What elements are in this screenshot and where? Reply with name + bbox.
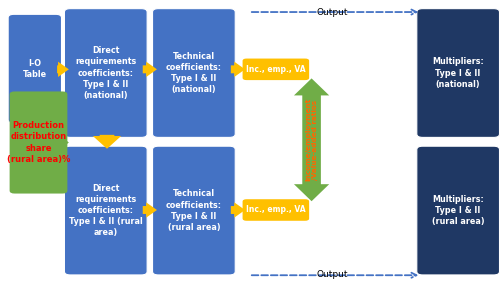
Text: Multipliers:
Type I & II
(national): Multipliers: Type I & II (national) <box>432 57 484 89</box>
FancyBboxPatch shape <box>8 14 62 123</box>
FancyBboxPatch shape <box>152 9 235 137</box>
FancyBboxPatch shape <box>10 91 68 194</box>
Text: Direct
requirements
coefficients:
Type I & II
(national): Direct requirements coefficients: Type I… <box>75 46 136 100</box>
Polygon shape <box>57 62 69 77</box>
FancyBboxPatch shape <box>152 146 235 275</box>
FancyBboxPatch shape <box>417 146 500 275</box>
FancyBboxPatch shape <box>417 9 500 137</box>
Polygon shape <box>231 62 245 77</box>
Polygon shape <box>93 135 121 149</box>
Text: Direct
requirements
coefficients:
Type I & II (rural
area): Direct requirements coefficients: Type I… <box>69 184 142 237</box>
Text: Income/employment
/Value-added ratios: Income/employment /Value-added ratios <box>305 98 318 181</box>
Text: Technical
coefficients:
Type I & II
(national): Technical coefficients: Type I & II (nat… <box>166 52 222 94</box>
Text: Multipliers:
Type I & II
(rural area): Multipliers: Type I & II (rural area) <box>432 195 484 226</box>
Text: Output: Output <box>316 270 348 279</box>
Text: I-O
Table: I-O Table <box>23 59 47 79</box>
Polygon shape <box>142 62 157 77</box>
Polygon shape <box>142 202 157 218</box>
Text: Technical
coefficients:
Type I & II
(rural area): Technical coefficients: Type I & II (rur… <box>166 190 222 232</box>
Text: Production
distribution
share
(rural area)%: Production distribution share (rural are… <box>7 121 70 164</box>
Polygon shape <box>231 202 245 218</box>
FancyBboxPatch shape <box>64 146 147 275</box>
Text: Inc., emp., VA: Inc., emp., VA <box>246 205 306 215</box>
Polygon shape <box>14 127 69 158</box>
Text: Output: Output <box>316 8 348 17</box>
FancyBboxPatch shape <box>64 9 147 137</box>
FancyBboxPatch shape <box>242 199 309 221</box>
Text: Inc., emp., VA: Inc., emp., VA <box>246 65 306 74</box>
Polygon shape <box>294 78 329 201</box>
FancyBboxPatch shape <box>242 58 309 80</box>
